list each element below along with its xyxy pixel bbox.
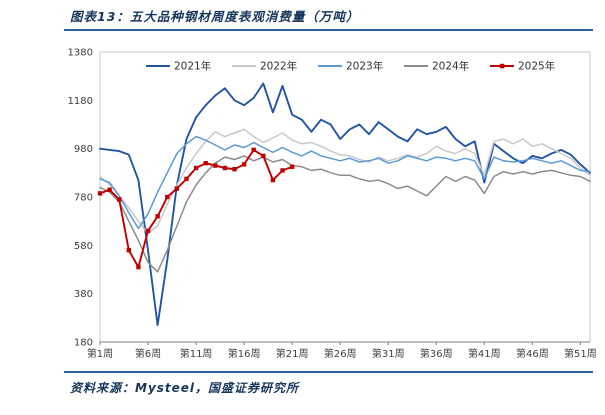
plot-area <box>99 51 591 343</box>
chart-legend: 2021年 2022年 2023年 2024年 2025年 <box>146 60 555 73</box>
source-note: 资料来源：Mysteel，国盛证券研究所 <box>70 381 300 395</box>
svg-text:第26周: 第26周 <box>324 347 357 360</box>
y-axis-labels: 180 380 580 780 980 1180 1380 <box>68 48 93 349</box>
svg-text:580: 580 <box>74 241 93 252</box>
legend-item-2023年: 2023年 <box>318 60 383 73</box>
svg-text:2021年: 2021年 <box>174 60 211 73</box>
svg-text:第41周: 第41周 <box>468 347 501 360</box>
svg-text:第51周: 第51周 <box>564 347 597 360</box>
legend-item-2024年: 2024年 <box>404 60 469 73</box>
series-2022年 <box>99 128 591 235</box>
chart-svg: 180 380 580 780 980 1180 1380 第1周 第6周 第11周 第16周 第21… <box>68 48 597 361</box>
legend-item-2025年: 2025年 <box>490 60 555 73</box>
series-2021年 <box>99 82 591 327</box>
svg-text:2022年: 2022年 <box>260 60 297 73</box>
svg-text:第1周: 第1周 <box>87 347 113 360</box>
svg-text:780: 780 <box>74 193 93 204</box>
title-rule <box>64 29 593 31</box>
svg-text:第46周: 第46周 <box>516 347 549 360</box>
footer-rule <box>64 371 593 373</box>
svg-text:第31周: 第31周 <box>372 347 405 360</box>
svg-text:第11周: 第11周 <box>180 347 213 360</box>
svg-text:第6周: 第6周 <box>135 347 161 360</box>
svg-text:第36周: 第36周 <box>420 347 453 360</box>
svg-text:1180: 1180 <box>68 96 93 107</box>
svg-text:180: 180 <box>74 338 93 349</box>
legend-item-2022年: 2022年 <box>232 60 297 73</box>
series-2024年 <box>99 155 591 273</box>
svg-text:980: 980 <box>74 144 93 155</box>
chart: 180 380 580 780 980 1180 1380 第1周 第6周 第11周 第16周 第21… <box>0 36 605 366</box>
x-axis: 第1周 第6周 第11周 第16周 第21周 第26周 第31周 第36周 第41周 第46周 第5… <box>87 341 597 360</box>
svg-text:2025年: 2025年 <box>518 60 555 73</box>
svg-text:2023年: 2023年 <box>346 60 383 73</box>
svg-text:第21周: 第21周 <box>276 347 309 360</box>
svg-text:2024年: 2024年 <box>432 60 469 73</box>
svg-text:第16周: 第16周 <box>228 347 261 360</box>
series-2025年 <box>97 147 295 270</box>
legend-item-2021年: 2021年 <box>146 60 211 73</box>
series-2023年 <box>99 135 591 230</box>
figure-title: 图表13：五大品种钢材周度表观消费量（万吨） <box>70 9 360 24</box>
svg-text:380: 380 <box>74 289 93 300</box>
svg-text:1380: 1380 <box>68 48 93 59</box>
